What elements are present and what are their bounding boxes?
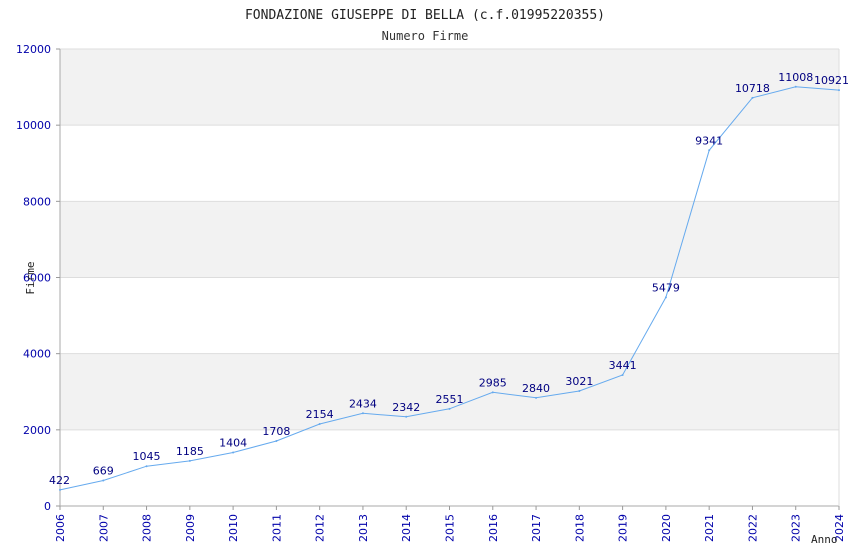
x-tick-label: 2023: [790, 514, 803, 542]
x-tick-label: 2014: [400, 514, 413, 542]
data-point: [275, 439, 278, 442]
grid-band: [60, 49, 839, 126]
grid-band: [60, 429, 839, 506]
data-point: [621, 373, 624, 376]
x-tick-label: 2016: [487, 514, 500, 542]
data-label: 2434: [349, 397, 377, 410]
x-tick-label: 2008: [141, 514, 154, 542]
data-label: 3021: [565, 375, 593, 388]
data-point: [448, 407, 451, 410]
y-tick-label: 0: [44, 500, 51, 513]
x-tick-label: 2019: [617, 514, 630, 542]
data-label: 2154: [306, 408, 334, 421]
data-point: [578, 389, 581, 392]
y-tick-label: 8000: [23, 195, 51, 208]
grid-band: [60, 201, 839, 278]
data-point: [751, 96, 754, 99]
y-tick-label: 2000: [23, 424, 51, 437]
series-group: [59, 85, 840, 491]
data-point: [708, 149, 711, 152]
data-label: 2551: [436, 393, 464, 406]
x-tick-label: 2022: [746, 514, 759, 542]
y-tick-label: 10000: [16, 119, 51, 132]
data-label: 1185: [176, 445, 204, 458]
data-point: [535, 396, 538, 399]
y-tick-label: 4000: [23, 348, 51, 361]
data-point: [491, 391, 494, 394]
x-tick-label: 2018: [573, 514, 586, 542]
data-point: [405, 415, 408, 418]
data-label: 5479: [652, 281, 680, 294]
x-tick-label: 2015: [444, 514, 457, 542]
x-tick-label: 2011: [270, 514, 283, 542]
data-point: [838, 89, 840, 92]
grid-bands: [60, 49, 839, 506]
data-point: [188, 459, 191, 462]
y-tick-label: 6000: [23, 272, 51, 285]
x-tick-label: 2021: [703, 514, 716, 542]
x-tick-label: 2013: [357, 514, 370, 542]
y-axis-label: Firme: [24, 261, 37, 294]
x-tick-label: 2020: [660, 514, 673, 542]
chart-subtitle: Numero Firme: [382, 29, 469, 43]
x-axis-label: Anno: [811, 533, 838, 546]
data-label: 2985: [479, 376, 507, 389]
data-point: [145, 465, 148, 468]
grid-band: [60, 353, 839, 430]
data-label: 669: [93, 465, 114, 478]
data-label: 2342: [392, 401, 420, 414]
data-label: 3441: [609, 359, 637, 372]
data-label: 11008: [778, 71, 813, 84]
x-tick-label: 2017: [530, 514, 543, 542]
x-axis-ticks: 2006 2007 2008 2009 2010 2011 2012 2013 2014 2015…: [54, 506, 846, 542]
data-label: 1045: [133, 450, 161, 463]
x-tick-label: 2012: [314, 514, 327, 542]
data-point: [102, 479, 105, 482]
data-point: [361, 412, 364, 415]
y-tick-label: 12000: [16, 43, 51, 56]
x-tick-label: 2009: [184, 514, 197, 542]
data-label: 1404: [219, 437, 247, 450]
x-tick-label: 2007: [97, 514, 110, 542]
data-labels: 422 669 1045 1185 1404 1708 2154 2434 2342 2551 29…: [49, 71, 849, 487]
chart-title: FONDAZIONE GIUSEPPE DI BELLA (c.f.019952…: [245, 8, 605, 23]
data-label: 10921: [814, 74, 849, 87]
grid-band: [60, 125, 839, 202]
x-tick-label: 2006: [54, 514, 67, 542]
data-label: 9341: [695, 134, 723, 147]
grid-band: [60, 277, 839, 354]
data-label: 10718: [735, 82, 770, 95]
data-label: 2840: [522, 382, 550, 395]
data-point: [794, 85, 797, 88]
x-tick-label: 2010: [227, 514, 240, 542]
y-axis-ticks: 0 2000 4000 6000 8000 10000 12000: [16, 43, 60, 513]
data-label: 1708: [262, 425, 290, 438]
data-point: [59, 488, 61, 491]
data-label: 422: [49, 474, 70, 487]
data-point: [664, 296, 667, 299]
data-point: [232, 451, 235, 454]
data-point: [318, 422, 321, 425]
x-tick-label: 2024: [833, 514, 846, 542]
